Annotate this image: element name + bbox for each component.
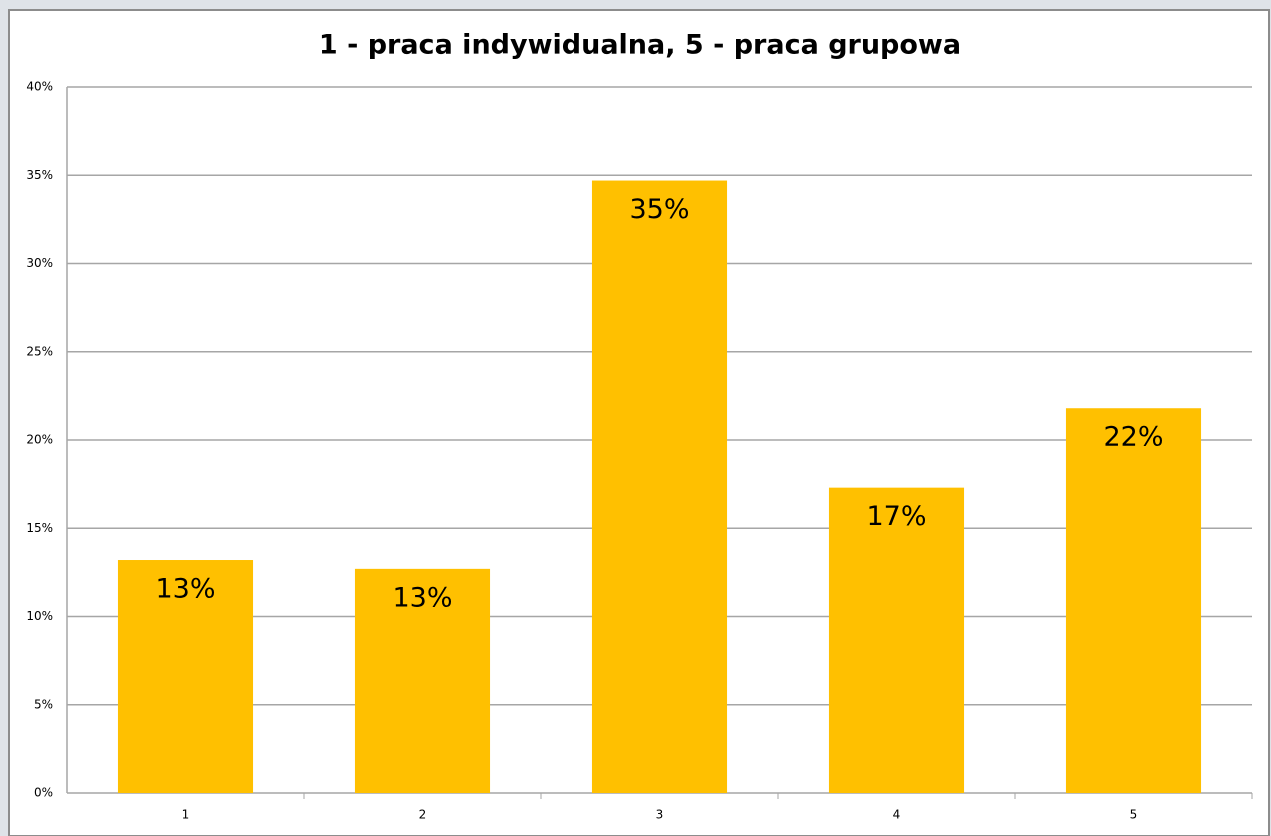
bar [117, 560, 254, 793]
value-label: 22% [1103, 422, 1163, 453]
y-tick-label: 35% [26, 168, 53, 182]
y-tick-label: 20% [26, 433, 53, 447]
bar [1065, 408, 1202, 793]
value-label: 13% [155, 574, 215, 605]
y-tick-label: 10% [26, 609, 53, 623]
x-tick-label: 2 [419, 808, 427, 822]
y-tick-label: 0% [34, 786, 53, 800]
y-tick-label: 15% [26, 521, 53, 535]
bar [591, 180, 728, 794]
value-label: 13% [392, 582, 452, 613]
y-tick-label: 30% [26, 256, 53, 270]
x-tick-label: 5 [1130, 808, 1138, 822]
value-label: 17% [866, 501, 926, 532]
bar [828, 487, 965, 793]
bar [354, 568, 491, 793]
x-tick-label: 3 [656, 808, 664, 822]
value-label: 35% [629, 194, 689, 225]
x-tick-label: 4 [893, 808, 901, 822]
y-tick-label: 5% [34, 697, 53, 711]
x-tick-label: 1 [182, 808, 190, 822]
y-tick-label: 40% [26, 80, 53, 94]
chart-title: 1 - praca indywidualna, 5 - praca grupow… [319, 30, 961, 61]
y-tick-label: 25% [26, 344, 53, 358]
